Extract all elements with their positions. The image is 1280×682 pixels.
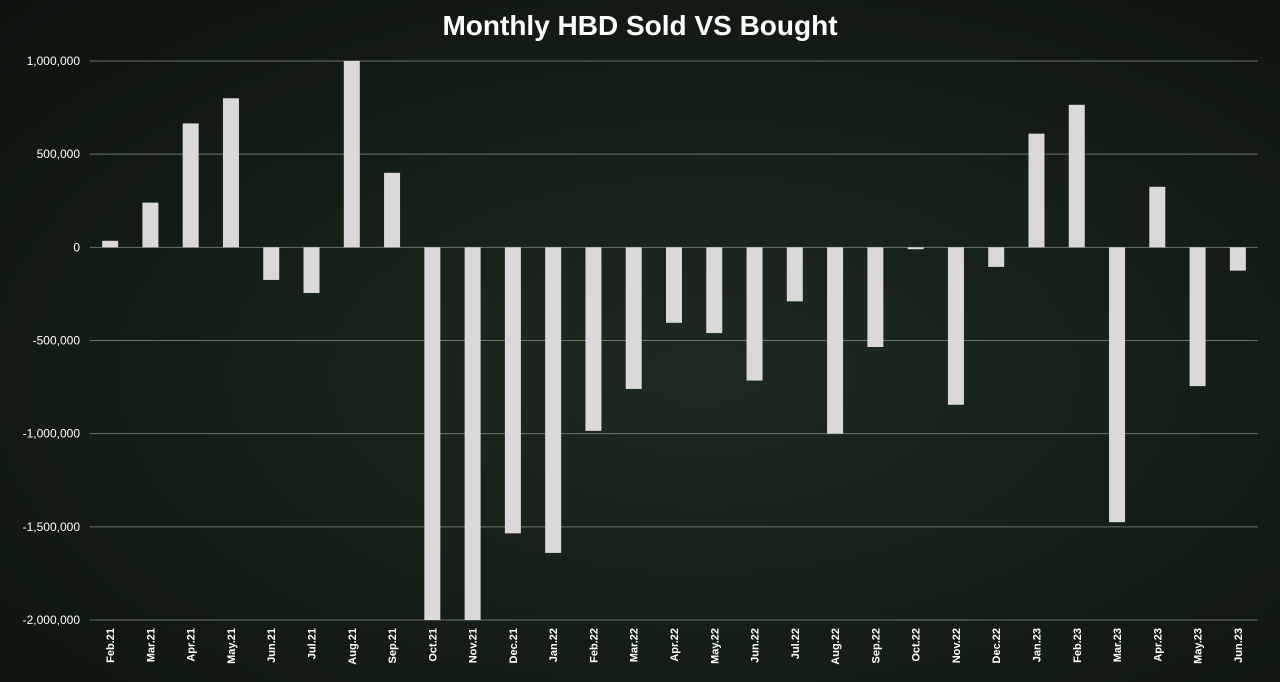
- x-tick-label: Dec.21: [508, 628, 520, 663]
- bar-feb-22: [585, 247, 602, 431]
- bar-feb-23: [1068, 104, 1085, 248]
- bar-mar-23: [1109, 247, 1126, 523]
- y-tick-label: -500,000: [33, 334, 81, 348]
- x-tick-label: May.21: [226, 628, 238, 664]
- x-tick-label: Jun.22: [750, 628, 762, 663]
- x-tick-label: Oct.22: [911, 628, 923, 662]
- y-tick-label: -1,000,000: [23, 427, 81, 441]
- bar-may-23: [1189, 247, 1206, 387]
- bar-may-22: [706, 247, 723, 334]
- bar-sep-22: [867, 247, 884, 348]
- bar-nov-22: [947, 247, 964, 405]
- bar-jul-21: [303, 247, 320, 293]
- x-tick-label: Aug.21: [347, 628, 359, 665]
- bar-aug-21: [343, 61, 360, 248]
- bar-jan-22: [545, 247, 562, 553]
- x-tick-label: Aug.22: [830, 628, 842, 665]
- x-tick-label: Apr.22: [669, 628, 681, 662]
- x-tick-label: Feb.22: [588, 628, 600, 663]
- bar-apr-23: [1149, 186, 1166, 248]
- x-tick-label: Jul.22: [790, 628, 802, 659]
- bar-mar-21: [142, 202, 159, 248]
- bar-jun-22: [746, 247, 763, 381]
- bar-dec-22: [988, 247, 1005, 267]
- x-tick-label: Mar.21: [145, 628, 157, 662]
- chart-title: Monthly HBD Sold VS Bought: [442, 10, 838, 41]
- bar-feb-21: [102, 240, 119, 248]
- x-axis-ticks: Feb.21 Mar.21 Apr.21 May.21 Jun.21 Jul.21 Aug.…: [105, 628, 1245, 665]
- bar-oct-21: [424, 247, 441, 621]
- bar-jun-23: [1229, 247, 1246, 271]
- x-tick-label: Sep.22: [870, 628, 882, 663]
- y-axis-ticks: 1,000,000 500,000 0 -500,000 -1,000,000 -1,50…: [23, 54, 81, 627]
- bar-oct-22: [907, 247, 924, 250]
- y-tick-label: -2,000,000: [23, 613, 81, 627]
- x-tick-label: Apr.21: [186, 628, 198, 662]
- y-tick-label: 500,000: [37, 147, 81, 161]
- bar-mar-22: [625, 247, 642, 389]
- bar-jan-23: [1028, 133, 1045, 248]
- bar-apr-21: [182, 123, 199, 248]
- bar-dec-21: [504, 247, 521, 534]
- x-tick-label: May.23: [1193, 628, 1205, 664]
- y-tick-label: -1,500,000: [23, 520, 81, 534]
- x-tick-label: Feb.23: [1072, 628, 1084, 663]
- x-tick-label: Jan.23: [1031, 628, 1043, 662]
- x-tick-label: Feb.21: [105, 628, 117, 663]
- bar-sep-21: [384, 172, 401, 248]
- x-tick-label: Nov.22: [951, 628, 963, 663]
- bar-jun-21: [263, 247, 280, 280]
- x-tick-label: Mar.23: [1112, 628, 1124, 662]
- x-tick-label: Apr.23: [1152, 628, 1164, 662]
- x-tick-label: May.22: [709, 628, 721, 664]
- x-tick-label: Jul.21: [307, 628, 319, 659]
- bar-apr-22: [666, 247, 682, 323]
- y-tick-label: 0: [73, 240, 80, 254]
- x-tick-label: Mar.22: [629, 628, 641, 662]
- y-tick-label: 1,000,000: [27, 54, 81, 68]
- bar-aug-22: [827, 247, 844, 434]
- bar-jul-22: [786, 247, 803, 302]
- x-tick-label: Nov.21: [468, 628, 480, 663]
- x-tick-label: Dec.22: [991, 628, 1003, 663]
- x-tick-label: Jun.21: [266, 628, 278, 663]
- x-tick-label: Sep.21: [387, 628, 399, 663]
- bar-nov-21: [464, 247, 481, 621]
- bar-may-21: [222, 98, 239, 248]
- bars: [102, 61, 1246, 621]
- x-tick-label: Oct.21: [427, 628, 439, 662]
- x-tick-label: Jan.22: [548, 628, 560, 662]
- x-tick-label: Jun.23: [1233, 628, 1245, 663]
